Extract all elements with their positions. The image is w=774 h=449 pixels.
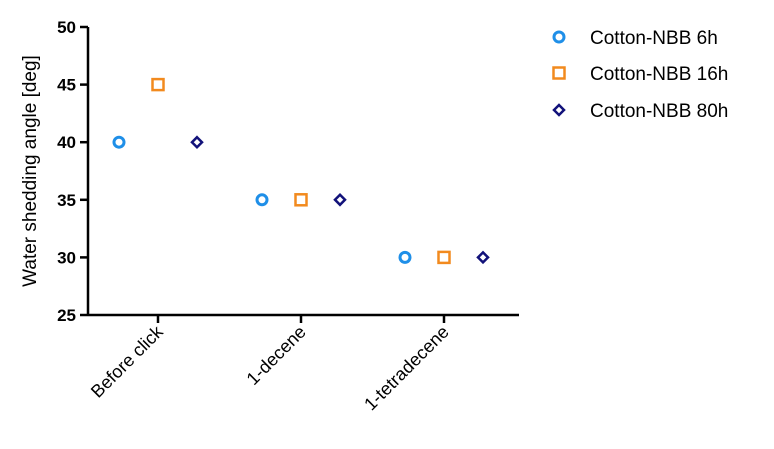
y-tick-label: 35 bbox=[57, 191, 76, 210]
y-axis-title: Water shedding angle [deg] bbox=[20, 55, 41, 287]
data-point bbox=[151, 77, 165, 92]
plot-area: 25 30 35 40 45 50 Before click 1-decene 1-tetrad… bbox=[57, 18, 519, 414]
y-tick-label: 50 bbox=[57, 18, 76, 37]
y-tick-label: 30 bbox=[57, 248, 76, 267]
data-point bbox=[255, 193, 269, 207]
legend: Cotton-NBB 6h Cotton-NBB 16h Cotton-NBB 80… bbox=[552, 28, 728, 122]
y-tick-label: 45 bbox=[57, 76, 76, 95]
y-tick-label: 40 bbox=[57, 133, 76, 152]
data-point bbox=[294, 193, 308, 207]
legend-marker bbox=[552, 103, 566, 117]
legend-marker bbox=[552, 30, 566, 44]
legend-label: Cotton-NBB 16h bbox=[590, 64, 728, 85]
data-point bbox=[333, 193, 347, 207]
data-point bbox=[398, 250, 412, 264]
data-point bbox=[190, 135, 204, 149]
x-tick-label: 1-tetradecene bbox=[360, 322, 453, 415]
y-tick-label: 25 bbox=[57, 306, 76, 325]
data-point bbox=[112, 135, 126, 149]
legend-label: Cotton-NBB 6h bbox=[590, 28, 718, 49]
x-tick-label: Before click bbox=[87, 321, 168, 402]
legend-marker bbox=[552, 66, 566, 80]
legend-label: Cotton-NBB 80h bbox=[590, 101, 728, 122]
data-point bbox=[476, 250, 490, 265]
x-tick-label: 1-decene bbox=[243, 322, 310, 389]
data-point bbox=[437, 250, 451, 265]
